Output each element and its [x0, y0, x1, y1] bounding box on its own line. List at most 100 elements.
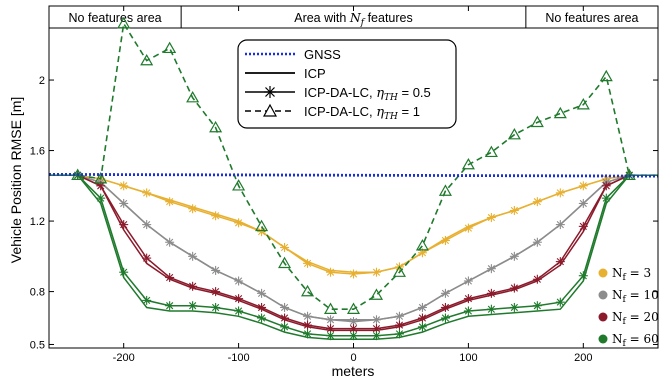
- method-legend: GNSS ICP ICP-DA-LC, ηTH = 0.5 ICP-DA-LC,…: [237, 39, 457, 129]
- lc1-point: [530, 115, 544, 128]
- lc1-point: [553, 106, 567, 119]
- lc05-point: [371, 267, 381, 277]
- lc1-point: [415, 239, 429, 251]
- lc05-point: [509, 302, 519, 312]
- lc05-point: [486, 264, 496, 274]
- lc05-point: [440, 302, 450, 312]
- x-tick-label: 0: [350, 352, 356, 364]
- lc05-point: [555, 220, 565, 230]
- lc05-point: [463, 306, 473, 316]
- lc05-point: [555, 257, 565, 267]
- lc05-point: [532, 197, 542, 207]
- x-tick-label: 100: [459, 352, 477, 364]
- lc1-point: [278, 256, 292, 269]
- lc05-point: [371, 324, 381, 334]
- lc1-point: [255, 219, 269, 232]
- lc05-point: [578, 181, 588, 191]
- nf-legend-marker: [598, 268, 608, 278]
- lc05-point: [417, 322, 427, 332]
- lc05-point: [371, 315, 381, 325]
- lc1-point: [94, 172, 108, 184]
- lc05-point: [280, 313, 290, 323]
- lc1-point: [438, 184, 452, 196]
- legend-lc1-marker: [262, 103, 278, 117]
- lc1-point: [301, 284, 315, 297]
- lc05-point: [463, 276, 473, 286]
- legend-lc05-label: ICP-DA-LC, ηTH = 0.5: [304, 85, 431, 103]
- lc05-point: [394, 329, 404, 339]
- y-tick-label: 2: [39, 75, 45, 87]
- lc05-point: [188, 251, 198, 261]
- lc05-point: [188, 301, 198, 311]
- axes: -200 -100 0 100 200 0.5 0.8 1.2 1.6 2: [30, 6, 658, 364]
- lc05-point: [555, 297, 565, 307]
- lc1-point: [117, 16, 131, 29]
- lc1-point: [186, 90, 200, 103]
- y-tick-label: 1.6: [30, 146, 45, 158]
- lc1-point: [209, 120, 223, 133]
- lc05-point: [394, 311, 404, 321]
- lc05-point: [303, 320, 313, 330]
- lc05-point: [486, 304, 496, 314]
- nf-legend-label: Nf = 3: [612, 266, 651, 283]
- lc05-point: [509, 283, 519, 293]
- lc05-point: [509, 251, 519, 261]
- region-label-1: Area with Nf features: [294, 10, 413, 28]
- lc05-point: [578, 198, 588, 208]
- lc05-point: [211, 302, 221, 312]
- lc05-point: [257, 313, 267, 323]
- series-layer: [48, 16, 659, 341]
- x-tick-label: 200: [574, 352, 592, 364]
- lc1-point: [346, 302, 361, 314]
- gnss-line: [48, 172, 659, 178]
- lc05-point: [578, 221, 588, 231]
- lc05-point: [326, 331, 336, 341]
- lc05-point: [303, 329, 313, 339]
- icp-da-lc-1-line: [49, 21, 658, 311]
- lc05-point: [303, 258, 313, 268]
- lc05-point: [486, 213, 496, 223]
- lc05-point: [165, 237, 175, 247]
- lc05-point: [349, 324, 358, 334]
- lc05-point: [326, 267, 336, 277]
- lc05-point: [601, 193, 611, 203]
- lc05-point: [257, 288, 267, 298]
- lc1-point: [163, 41, 177, 54]
- lc05-point: [303, 311, 313, 321]
- lc05-point: [440, 235, 450, 245]
- lc05-point: [142, 253, 152, 263]
- lc05-point: [280, 322, 290, 332]
- lc05-point: [555, 188, 565, 198]
- lc1-point: [507, 127, 521, 140]
- lc1-point: [140, 53, 154, 66]
- lc1-point: [576, 98, 590, 110]
- lc05-point: [578, 271, 588, 281]
- lc05-point: [280, 302, 290, 312]
- lc1-point: [599, 69, 613, 82]
- lc05-point: [119, 181, 129, 191]
- x-tick-label: -200: [113, 352, 135, 364]
- lc05-point: [349, 269, 358, 279]
- lc1-point: [323, 302, 338, 314]
- y-axis-title: Vehicle Position RMSE [m]: [8, 97, 24, 264]
- lc1-point: [392, 265, 406, 277]
- lc05-point: [142, 220, 152, 230]
- lc05-point: [326, 315, 336, 325]
- lc05-point: [463, 294, 473, 304]
- lc05-point: [509, 205, 519, 215]
- lc05-point: [234, 276, 244, 286]
- lc05-point: [96, 193, 106, 203]
- region-label-0: No features area: [69, 11, 162, 25]
- lc05-point: [165, 272, 175, 282]
- lc05-point: [601, 181, 611, 191]
- lc05-point: [280, 243, 290, 253]
- region-header: No features area Area with Nf features No …: [49, 6, 658, 29]
- nf-legend-marker: [598, 312, 608, 322]
- lc05-point: [371, 331, 381, 341]
- y-tick-label: 1.2: [30, 216, 45, 228]
- lc05-point: [142, 295, 152, 305]
- lc05-point: [257, 302, 267, 312]
- lc05-point: [417, 302, 427, 312]
- lc05-point: [119, 198, 129, 208]
